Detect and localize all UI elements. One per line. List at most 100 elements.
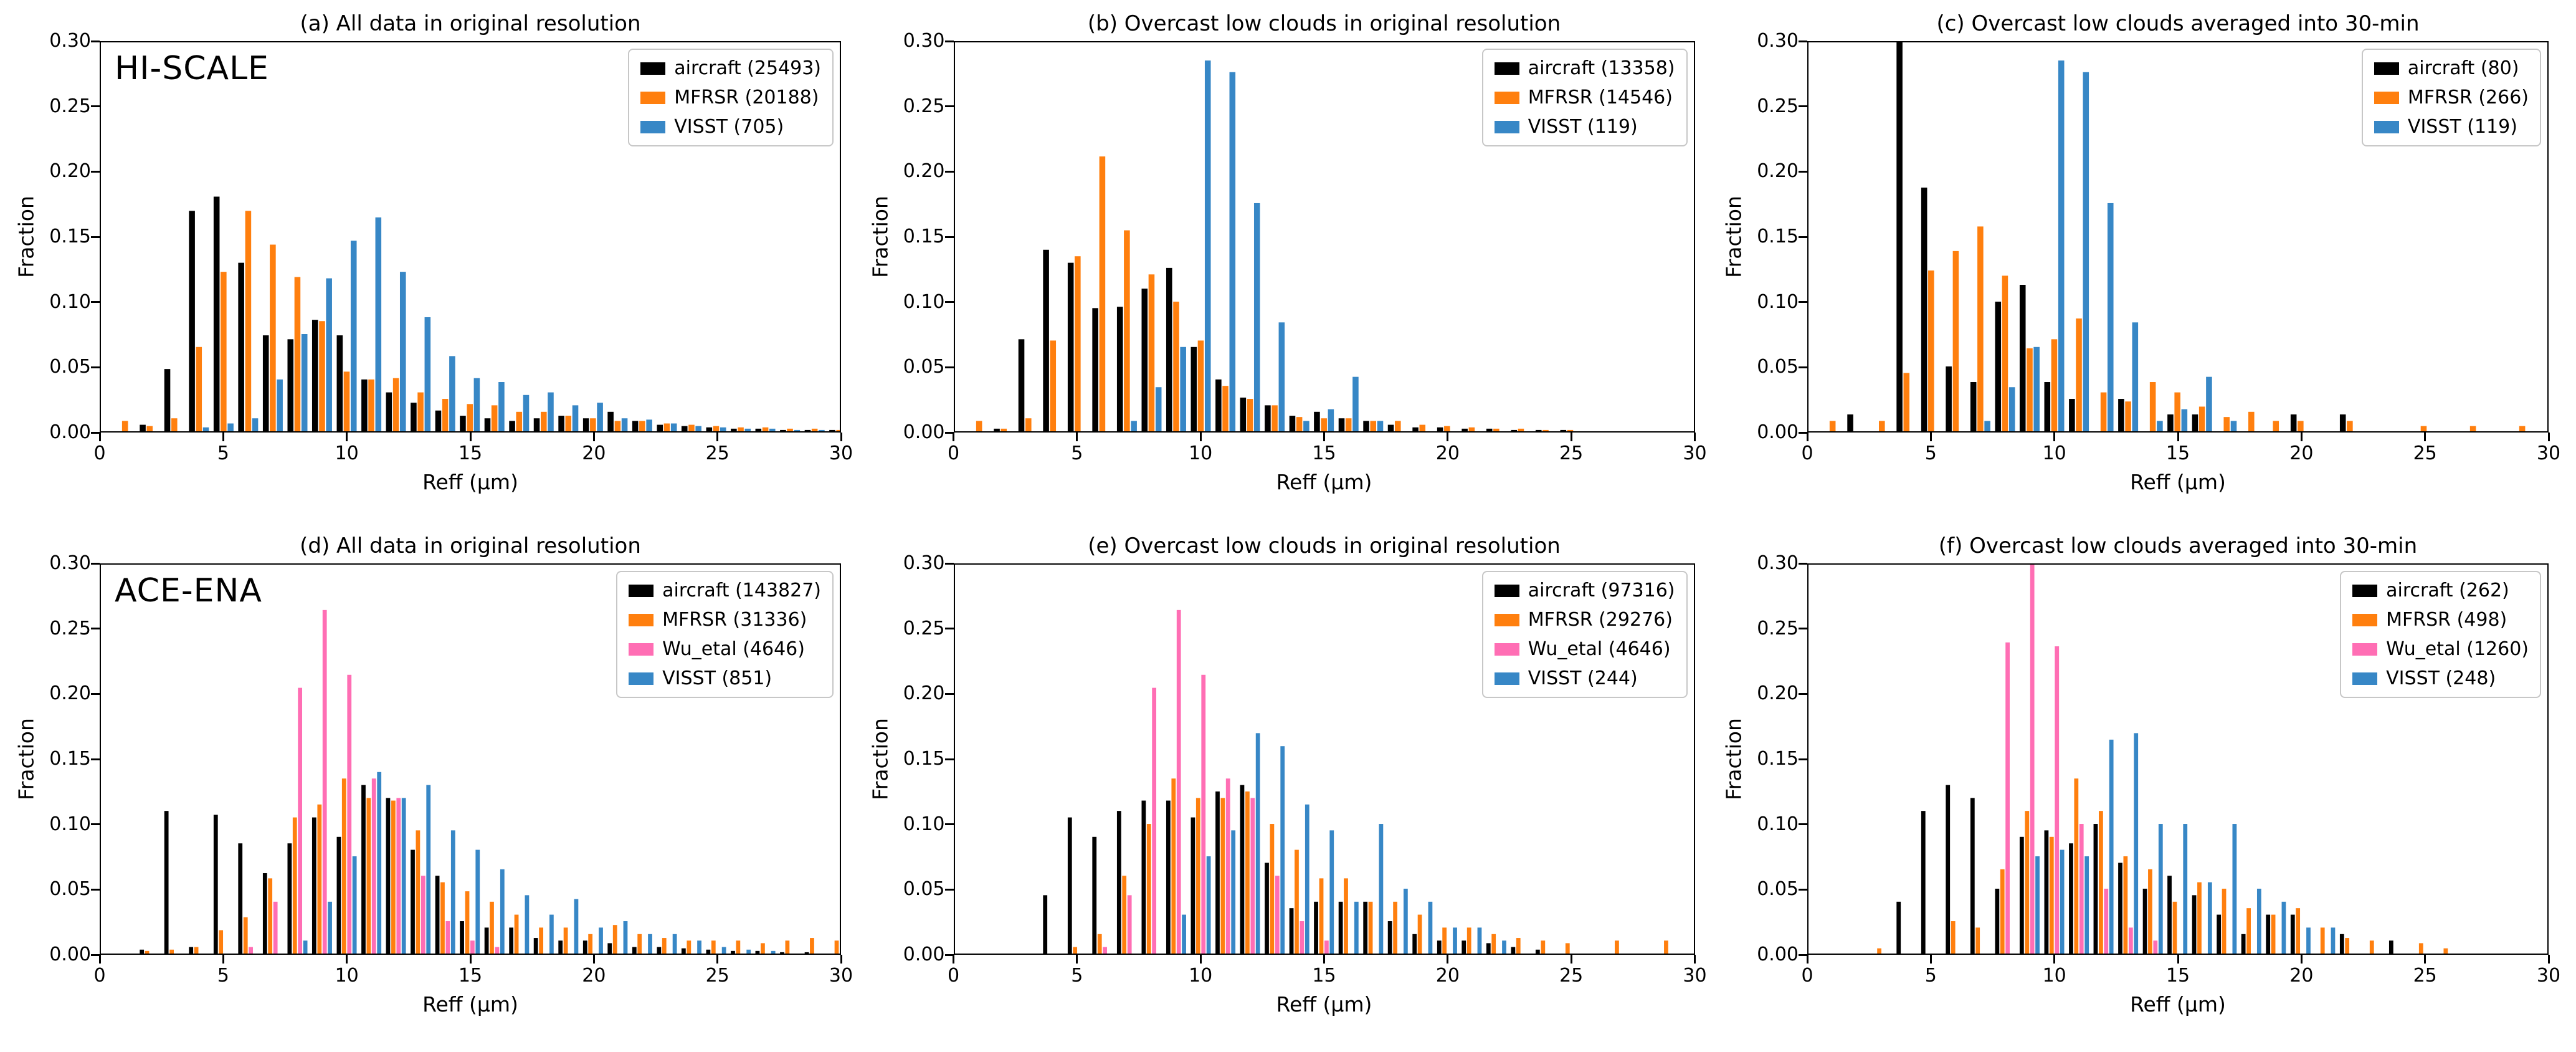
bar bbox=[2118, 399, 2124, 431]
xtick-mark bbox=[2053, 433, 2056, 441]
bar bbox=[1278, 322, 1285, 431]
bar bbox=[607, 411, 614, 431]
bar bbox=[1130, 421, 1137, 431]
bar bbox=[2060, 849, 2065, 954]
ytick-mark bbox=[944, 562, 954, 565]
bar bbox=[243, 917, 248, 954]
bar bbox=[549, 914, 554, 954]
bar bbox=[662, 938, 667, 954]
ytick-mark bbox=[944, 301, 954, 304]
legend-item: aircraft (262) bbox=[2352, 580, 2529, 601]
bar bbox=[1946, 785, 1951, 954]
bar bbox=[202, 427, 209, 431]
bars-svg bbox=[1042, 610, 1668, 954]
bar bbox=[460, 921, 464, 954]
bar bbox=[1338, 418, 1344, 431]
ytick-label: 0.30 bbox=[49, 552, 91, 574]
bar bbox=[1403, 888, 1408, 954]
ytick-label: 0.00 bbox=[1757, 421, 1799, 443]
bar bbox=[1387, 424, 1394, 431]
bar bbox=[1294, 849, 1299, 954]
bar bbox=[1412, 427, 1419, 431]
bar bbox=[1255, 733, 1260, 954]
ytick-mark bbox=[91, 431, 100, 434]
xtick-mark bbox=[716, 433, 719, 441]
legend-label: VISST (705) bbox=[674, 116, 784, 138]
bar bbox=[1419, 424, 1425, 431]
bar bbox=[2033, 347, 2040, 431]
bar bbox=[1829, 421, 1836, 431]
bar bbox=[238, 843, 243, 954]
bar bbox=[1995, 888, 2000, 954]
legend-item: aircraft (97316) bbox=[1494, 580, 1675, 601]
bar bbox=[2167, 414, 2174, 431]
bar bbox=[2183, 824, 2188, 954]
bar bbox=[2339, 414, 2346, 431]
bar bbox=[663, 423, 670, 431]
legend-swatch bbox=[2352, 672, 2378, 685]
bar bbox=[475, 849, 480, 954]
xtick-label: 25 bbox=[1559, 442, 1584, 464]
bar bbox=[572, 405, 579, 431]
bar bbox=[1535, 429, 1542, 431]
bar bbox=[386, 392, 392, 431]
legend-label: aircraft (13358) bbox=[1528, 57, 1675, 79]
bar bbox=[1354, 901, 1359, 954]
bar bbox=[262, 335, 269, 431]
ytick-label: 0.15 bbox=[49, 748, 91, 770]
xtick-mark bbox=[1694, 433, 1696, 441]
bar bbox=[417, 392, 424, 431]
xtick-label: 5 bbox=[217, 442, 229, 464]
ytick-label: 0.10 bbox=[49, 813, 91, 835]
legend-label: Wu_etal (1260) bbox=[2386, 638, 2529, 660]
xtick-mark bbox=[953, 433, 954, 441]
xtick-mark bbox=[2424, 955, 2426, 964]
bar bbox=[744, 428, 751, 431]
xtick-label: 20 bbox=[2289, 965, 2314, 987]
bar bbox=[2281, 901, 2286, 954]
ytick-mark bbox=[944, 366, 954, 368]
bar bbox=[574, 899, 579, 954]
bars-svg bbox=[1829, 42, 2526, 431]
bar bbox=[2079, 824, 2084, 954]
ytick-mark bbox=[1799, 628, 1807, 630]
bar bbox=[721, 947, 726, 954]
bar bbox=[1049, 340, 1056, 431]
bar bbox=[445, 921, 450, 954]
bar bbox=[1250, 798, 1255, 954]
ytick-mark bbox=[944, 628, 954, 630]
bar bbox=[442, 399, 449, 431]
bar bbox=[2241, 934, 2246, 954]
bar bbox=[695, 426, 701, 431]
bar bbox=[1275, 876, 1280, 954]
legend-label: aircraft (262) bbox=[2386, 580, 2509, 601]
bar bbox=[516, 411, 523, 431]
bar bbox=[341, 778, 346, 954]
bar bbox=[1151, 687, 1156, 954]
bar bbox=[780, 429, 786, 431]
bar bbox=[495, 947, 500, 954]
bar bbox=[343, 371, 350, 431]
bar bbox=[1204, 60, 1211, 431]
bar bbox=[2197, 882, 2202, 954]
bar bbox=[834, 940, 839, 954]
bar bbox=[1042, 895, 1047, 954]
xtick-label: 20 bbox=[2289, 442, 2314, 464]
bar bbox=[287, 843, 292, 954]
x-axis-title: Reff (μm) bbox=[2130, 470, 2226, 494]
bar bbox=[336, 836, 341, 954]
bar bbox=[2347, 421, 2353, 431]
bar bbox=[1466, 927, 1471, 954]
bar bbox=[2192, 414, 2198, 431]
bar bbox=[1542, 429, 1549, 431]
bar bbox=[2104, 888, 2109, 954]
legend: aircraft (25493) MFRSR (20188) VISST (705) bbox=[628, 49, 834, 146]
ytick-label: 0.15 bbox=[903, 226, 945, 247]
bar bbox=[539, 927, 544, 954]
bar bbox=[2157, 421, 2163, 431]
bar bbox=[401, 798, 406, 954]
bar bbox=[720, 427, 726, 431]
bar bbox=[1123, 230, 1130, 431]
legend-item: VISST (851) bbox=[629, 667, 821, 689]
bar bbox=[2074, 778, 2079, 954]
